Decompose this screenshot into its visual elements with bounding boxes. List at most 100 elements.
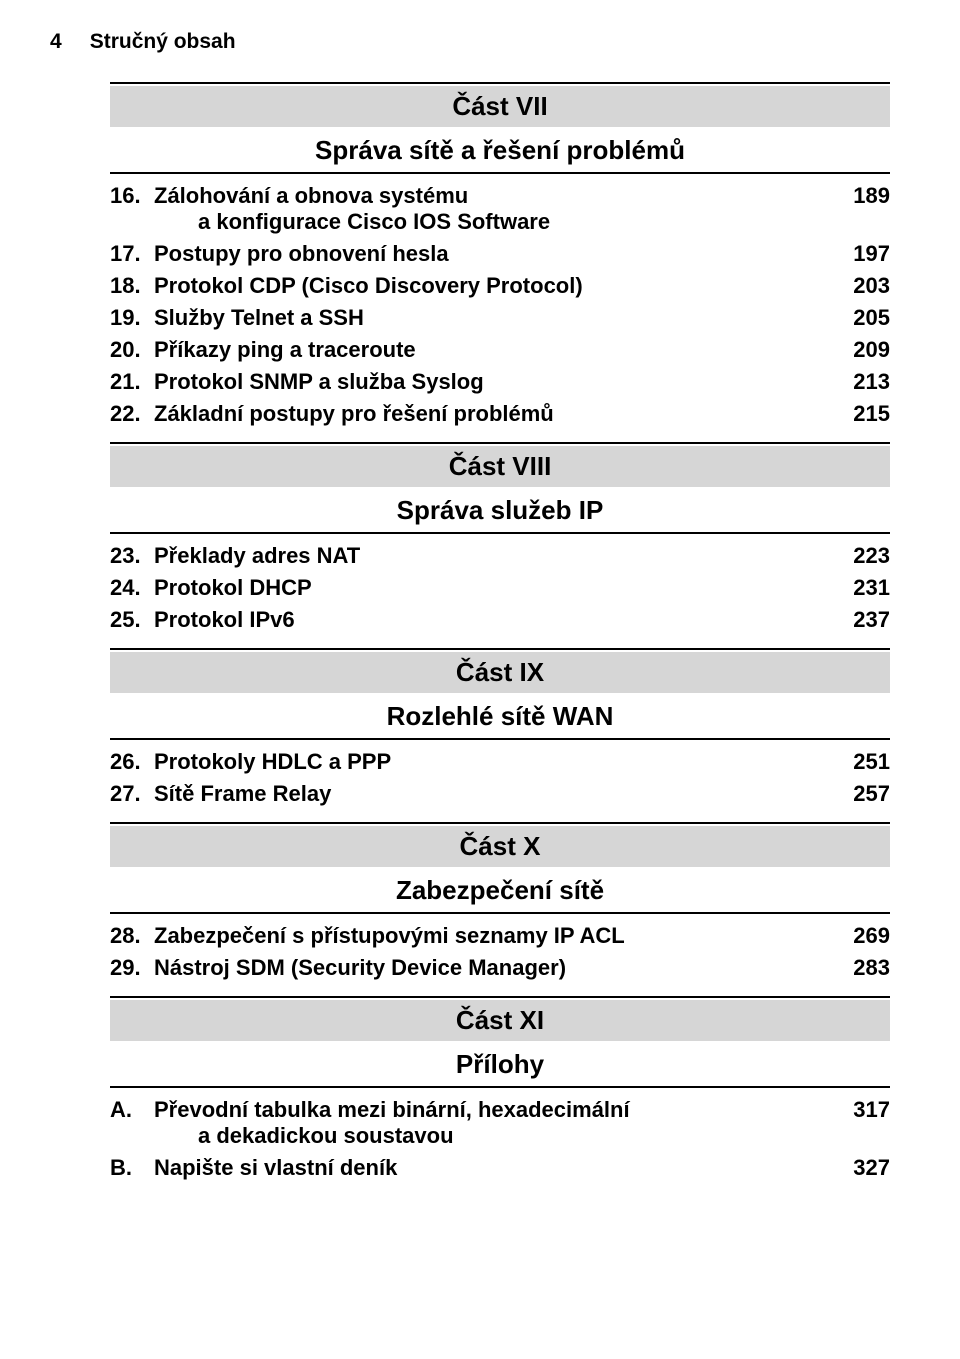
toc-title-line1: Protokol IPv6	[154, 607, 295, 632]
toc-row: 24.Protokol DHCP 231	[110, 572, 890, 604]
part-label: Část VIII	[110, 446, 890, 487]
toc-page: 223	[853, 543, 890, 569]
toc-title-line1: Zálohování a obnova systému	[154, 183, 468, 208]
toc-title: Napište si vlastní deník	[154, 1155, 833, 1181]
toc-number: 26.	[110, 749, 154, 775]
toc-row: 25.Protokol IPv6237	[110, 604, 890, 636]
toc-title: Protokoly HDLC a PPP	[154, 749, 833, 775]
toc-title: Protokol DHCP	[154, 575, 833, 601]
toc-page: 251	[853, 749, 890, 775]
toc-number: A.	[110, 1097, 154, 1123]
toc-title-line1: Nástroj SDM (Security Device Manager)	[154, 955, 566, 980]
toc-title: Služby Telnet a SSH	[154, 305, 833, 331]
toc-number: 19.	[110, 305, 154, 331]
toc-left: 20.Příkazy ping a traceroute	[110, 337, 853, 363]
toc-page: 215	[853, 401, 890, 427]
toc-number: 29.	[110, 955, 154, 981]
toc-row: 29.Nástroj SDM (Security Device Manager)…	[110, 952, 890, 984]
part-label: Část X	[110, 826, 890, 867]
toc-row: A.Převodní tabulka mezi binární, hexadec…	[110, 1094, 890, 1152]
toc-title-line1: Protokol CDP (Cisco Discovery Protocol)	[154, 273, 583, 298]
toc-title-line1: Protokol SNMP a služba Syslog	[154, 369, 484, 394]
toc-title-line2: a konfigurace Cisco IOS Software	[154, 209, 833, 235]
page-number: 4	[50, 30, 62, 54]
toc-number: 23.	[110, 543, 154, 569]
toc-number: 24.	[110, 575, 154, 601]
toc-number: 18.	[110, 273, 154, 299]
toc-left: 21.Protokol SNMP a služba Syslog	[110, 369, 853, 395]
toc-left: 26.Protokoly HDLC a PPP	[110, 749, 853, 775]
toc-left: 25.Protokol IPv6	[110, 607, 853, 633]
page-title: Stručný obsah	[90, 30, 236, 54]
part-subtitle: Správa služeb IP	[110, 487, 890, 532]
toc-left: 23.Překlady adres NAT	[110, 543, 853, 569]
toc-title-line1: Protokoly HDLC a PPP	[154, 749, 391, 774]
rule-bottom	[110, 738, 890, 740]
rule-bottom	[110, 912, 890, 914]
part-subtitle: Rozlehlé sítě WAN	[110, 693, 890, 738]
toc-row: 28.Zabezpečení s přístupovými seznamy IP…	[110, 920, 890, 952]
part-label: Část VII	[110, 86, 890, 127]
toc-number: 27.	[110, 781, 154, 807]
toc-number: 16.	[110, 183, 154, 209]
toc-row: 17.Postupy pro obnovení hesla 197	[110, 238, 890, 270]
toc-title-line1: Zabezpečení s přístupovými seznamy IP AC…	[154, 923, 625, 948]
toc-left: 27.Sítě Frame Relay	[110, 781, 853, 807]
toc-left: A.Převodní tabulka mezi binární, hexadec…	[110, 1097, 853, 1149]
rule-bottom	[110, 1086, 890, 1088]
toc-title: Převodní tabulka mezi binární, hexadecim…	[154, 1097, 833, 1149]
toc-body: Část VIISpráva sítě a řešení problémů 16.…	[110, 82, 890, 1184]
toc-title: Základní postupy pro řešení problémů	[154, 401, 833, 427]
toc-row: 27.Sítě Frame Relay257	[110, 778, 890, 810]
rule-top	[110, 996, 890, 998]
toc-left: 16.Zálohování a obnova systémua konfigur…	[110, 183, 853, 235]
rule-top	[110, 648, 890, 650]
part-block: Část XZabezpečení sítě	[110, 822, 890, 914]
part-subtitle: Správa sítě a řešení problémů	[110, 127, 890, 172]
toc-page: 317	[853, 1097, 890, 1123]
part-label: Část IX	[110, 652, 890, 693]
toc-title: Zabezpečení s přístupovými seznamy IP AC…	[154, 923, 833, 949]
toc-number: 21.	[110, 369, 154, 395]
toc-title: Příkazy ping a traceroute	[154, 337, 833, 363]
toc-row: 26.Protokoly HDLC a PPP251	[110, 746, 890, 778]
toc-row: 20.Příkazy ping a traceroute209	[110, 334, 890, 366]
part-subtitle: Přílohy	[110, 1041, 890, 1086]
toc-row: 23.Překlady adres NAT223	[110, 540, 890, 572]
toc-title: Sítě Frame Relay	[154, 781, 833, 807]
toc-title-line1: Služby Telnet a SSH	[154, 305, 364, 330]
toc-title: Překlady adres NAT	[154, 543, 833, 569]
toc-left: 28.Zabezpečení s přístupovými seznamy IP…	[110, 923, 853, 949]
toc-page: 257	[853, 781, 890, 807]
toc-page: 213	[853, 369, 890, 395]
part-label: Část XI	[110, 1000, 890, 1041]
toc-title-line1: Převodní tabulka mezi binární, hexadecim…	[154, 1097, 630, 1122]
part-block: Část VIISpráva sítě a řešení problémů	[110, 82, 890, 174]
toc-row: 18.Protokol CDP (Cisco Discovery Protoco…	[110, 270, 890, 302]
toc-title: Zálohování a obnova systémua konfigurace…	[154, 183, 833, 235]
toc-page: 209	[853, 337, 890, 363]
toc-title-line1: Napište si vlastní deník	[154, 1155, 397, 1180]
rule-top	[110, 822, 890, 824]
toc-title-line1: Postupy pro obnovení hesla	[154, 241, 449, 266]
toc-title-line1: Sítě Frame Relay	[154, 781, 331, 806]
toc-row: 16.Zálohování a obnova systémua konfigur…	[110, 180, 890, 238]
toc-number: 17.	[110, 241, 154, 267]
toc-number: 25.	[110, 607, 154, 633]
toc-left: 19.Služby Telnet a SSH	[110, 305, 853, 331]
page-header: 4 Stručný obsah	[110, 30, 890, 54]
toc-page: 283	[853, 955, 890, 981]
toc-page: 269	[853, 923, 890, 949]
toc-page: 203	[853, 273, 890, 299]
toc-number: 20.	[110, 337, 154, 363]
part-block: Část VIIISpráva služeb IP	[110, 442, 890, 534]
toc-number: B.	[110, 1155, 154, 1181]
toc-page: 327	[853, 1155, 890, 1181]
toc-left: 18.Protokol CDP (Cisco Discovery Protoco…	[110, 273, 853, 299]
rule-bottom	[110, 172, 890, 174]
toc-page: 197	[853, 241, 890, 267]
toc-page: 231	[853, 575, 890, 601]
toc-left: B.Napište si vlastní deník	[110, 1155, 853, 1181]
toc-row: 22.Základní postupy pro řešení problémů2…	[110, 398, 890, 430]
rule-bottom	[110, 532, 890, 534]
